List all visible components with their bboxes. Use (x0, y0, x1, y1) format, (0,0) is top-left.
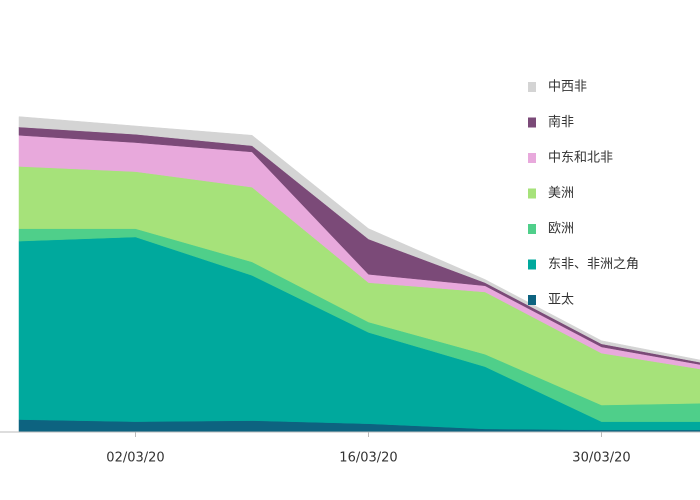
plot-area (18, 116, 700, 433)
legend-label: 欧洲 (548, 222, 574, 237)
legend-swatch (528, 117, 536, 128)
legend-swatch (528, 259, 536, 270)
x-tick-label: 16/03/20 (339, 451, 397, 466)
legend-label: 东非、非洲之角 (548, 257, 639, 272)
x-tick-label: 30/03/20 (572, 451, 630, 466)
legend-swatch (528, 224, 536, 234)
legend-swatch (528, 153, 536, 163)
legend-label: 亚太 (548, 293, 574, 308)
area (18, 116, 700, 363)
legend-swatch (528, 82, 536, 92)
legend-swatch (528, 188, 536, 199)
legend-label: 南非 (548, 114, 574, 130)
legend-label: 中东和北非 (548, 151, 613, 166)
x-tick-label: 02/03/20 (106, 451, 164, 466)
legend-label: 中西非 (548, 80, 587, 95)
legend-swatch (528, 295, 536, 305)
legend-label: 美洲 (548, 186, 574, 201)
